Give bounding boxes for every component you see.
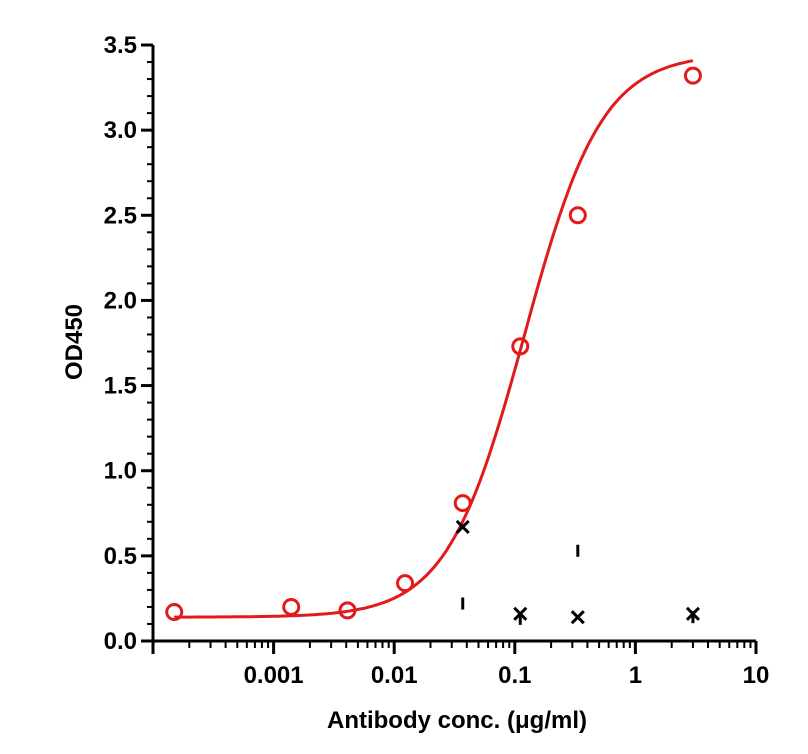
y-tick-label: 2.0	[104, 287, 137, 314]
data-point-circle	[165, 603, 184, 622]
y-axis-title: OD450	[61, 304, 88, 380]
x-tick-label: 1	[629, 662, 642, 689]
data-point-circle	[568, 206, 587, 225]
data-point-circle	[396, 574, 415, 593]
data-point-circle	[683, 66, 702, 85]
data-point-x	[570, 610, 585, 625]
y-tick-label: 0.5	[104, 543, 137, 570]
data-point-circle	[282, 597, 301, 616]
data-point-circle	[453, 494, 472, 513]
x-tick-label: 0.01	[371, 662, 418, 689]
fit-curve	[174, 59, 694, 619]
x-axis-title: Antibody conc. (μg/ml)	[327, 707, 587, 734]
x-tick-label: 0.1	[498, 662, 531, 689]
y-tick-label: 2.5	[104, 202, 137, 229]
data-point-x	[455, 519, 470, 534]
x-tick-label: 10	[743, 662, 770, 689]
y-tick-label: 1.0	[104, 458, 137, 485]
x-tick-label: 0.001	[244, 662, 304, 689]
data-marks	[165, 66, 702, 625]
y-tick-label: 0.0	[104, 628, 137, 655]
y-tick-label: 3.5	[104, 32, 137, 59]
data-point-circle	[338, 601, 357, 620]
data-point-circle	[511, 337, 530, 356]
y-tick-label: 3.0	[104, 117, 137, 144]
axes: 0.0 0.5 1.0 1.5 2.0 2.5 3.0 3.5 0.001 0.01 0.1 1 10	[104, 32, 770, 689]
y-tick-label: 1.5	[104, 373, 137, 400]
